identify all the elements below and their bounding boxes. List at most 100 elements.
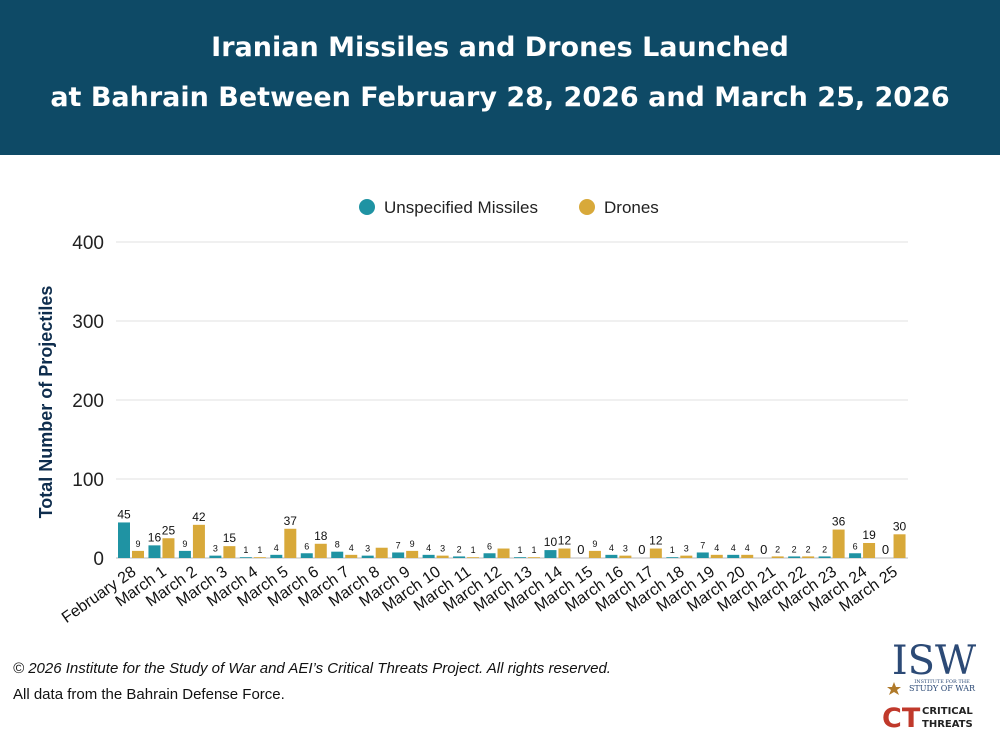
missile-data-label: 0 bbox=[760, 542, 767, 557]
drone-data-label: 1 bbox=[471, 545, 476, 555]
ct-logo-text-1: CRITICAL bbox=[922, 706, 973, 717]
missile-bar bbox=[300, 553, 313, 558]
missile-bar bbox=[422, 554, 435, 558]
missile-bar bbox=[818, 556, 831, 558]
missile-bar bbox=[270, 554, 283, 558]
drone-data-label: 15 bbox=[223, 531, 237, 545]
drone-bar bbox=[132, 550, 144, 558]
missile-bar bbox=[148, 545, 161, 558]
legend-label-missiles: Unspecified Missiles bbox=[384, 198, 538, 217]
missile-bar bbox=[483, 553, 496, 558]
drone-data-label: 36 bbox=[832, 515, 846, 529]
drone-bar bbox=[863, 542, 876, 558]
missile-bar bbox=[361, 555, 374, 558]
missile-bar bbox=[666, 557, 679, 558]
missile-bar bbox=[788, 556, 801, 558]
data-source-note: All data from the Bahrain Defense Force. bbox=[13, 686, 285, 703]
drone-bar bbox=[802, 556, 815, 558]
missile-data-label: 0 bbox=[638, 542, 645, 557]
drone-data-label: 4 bbox=[745, 543, 750, 553]
missile-bar bbox=[178, 550, 191, 558]
drone-bar bbox=[162, 538, 175, 558]
missile-data-label: 4 bbox=[274, 543, 279, 553]
chart-title-line-2: at Bahrain Between February 28, 2026 and… bbox=[50, 82, 950, 113]
drone-bar bbox=[558, 548, 571, 558]
y-tick-label: 400 bbox=[72, 233, 104, 254]
drone-bar bbox=[528, 557, 540, 558]
missile-data-label: 7 bbox=[700, 540, 705, 550]
y-tick-label: 100 bbox=[72, 470, 104, 491]
missile-data-label: 6 bbox=[304, 541, 309, 551]
drone-bar bbox=[467, 557, 480, 558]
y-axis-label: Total Number of Projectiles bbox=[36, 286, 56, 519]
drone-bar bbox=[832, 529, 845, 558]
drone-bar bbox=[314, 543, 327, 558]
missile-data-label: 8 bbox=[335, 540, 340, 550]
missile-data-label: 16 bbox=[148, 530, 162, 544]
drone-bar bbox=[406, 550, 419, 558]
drone-data-label: 9 bbox=[135, 539, 140, 549]
title-banner: Iranian Missiles and Drones Launched at … bbox=[0, 0, 1000, 155]
missile-data-label: 1 bbox=[517, 545, 522, 555]
drone-bar bbox=[253, 557, 266, 558]
missile-bar bbox=[209, 555, 222, 558]
missile-bar bbox=[239, 557, 252, 558]
drone-data-label: 9 bbox=[592, 539, 597, 549]
missile-bar bbox=[544, 550, 557, 558]
drone-data-label: 42 bbox=[192, 510, 206, 524]
drone-bar bbox=[680, 555, 693, 558]
drone-bar bbox=[345, 554, 358, 558]
missile-bar bbox=[453, 556, 466, 558]
missile-data-label: 6 bbox=[853, 541, 858, 551]
isw-logo-letters: ISW bbox=[892, 638, 976, 684]
drone-bar bbox=[771, 556, 784, 558]
drone-data-label: 12 bbox=[649, 534, 663, 548]
missile-data-label: 4 bbox=[609, 543, 614, 553]
drone-data-label: 1 bbox=[531, 545, 536, 555]
drone-data-label: 4 bbox=[349, 543, 354, 553]
drone-data-label: 3 bbox=[684, 544, 689, 554]
drone-data-label: 12 bbox=[558, 534, 572, 548]
drone-data-label: 25 bbox=[162, 523, 176, 537]
drone-data-label: 3 bbox=[623, 544, 628, 554]
missile-bar bbox=[514, 557, 526, 558]
missile-data-label: 0 bbox=[577, 542, 584, 557]
isw-logo-sub1: INSTITUTE FOR THE bbox=[914, 679, 970, 685]
missile-data-label: 6 bbox=[487, 541, 492, 551]
drone-data-label: 2 bbox=[806, 544, 811, 554]
isw-logo: ISW INSTITUTE FOR THE STUDY OF WAR bbox=[887, 638, 976, 695]
missile-data-label: 1 bbox=[243, 545, 248, 555]
legend-swatch-missiles bbox=[359, 199, 375, 215]
drone-data-label: 19 bbox=[862, 528, 876, 542]
drone-bar bbox=[436, 555, 449, 558]
missile-bar bbox=[331, 551, 344, 558]
chart-title-line-1: Iranian Missiles and Drones Launched bbox=[211, 32, 789, 63]
drone-bar bbox=[497, 548, 510, 558]
missile-data-label: 7 bbox=[396, 540, 401, 550]
isw-star-icon bbox=[887, 682, 901, 695]
drone-bar bbox=[710, 554, 723, 558]
missile-data-label: 1 bbox=[670, 545, 675, 555]
drone-data-label: 30 bbox=[893, 519, 907, 533]
missile-data-label: 3 bbox=[365, 544, 370, 554]
drone-data-label: 2 bbox=[775, 544, 780, 554]
missile-data-label: 4 bbox=[731, 543, 736, 553]
drone-bar bbox=[649, 548, 662, 558]
missile-data-label: 4 bbox=[426, 543, 431, 553]
copyright-notice: © 2026 Institute for the Study of War an… bbox=[13, 660, 611, 677]
missile-data-label: 3 bbox=[213, 544, 218, 554]
isw-logo-sub2: STUDY OF WAR bbox=[909, 684, 976, 693]
missile-data-label: 10 bbox=[544, 535, 558, 549]
drone-data-label: 3 bbox=[440, 544, 445, 554]
drone-data-label: 9 bbox=[410, 539, 415, 549]
legend-label-drones: Drones bbox=[604, 198, 659, 217]
ct-logo-letters: CT bbox=[882, 703, 921, 732]
legend-swatch-drones bbox=[579, 199, 595, 215]
drone-bar bbox=[741, 554, 754, 558]
drone-bar bbox=[192, 524, 205, 558]
drone-data-label: 4 bbox=[714, 543, 719, 553]
y-tick-label: 300 bbox=[72, 312, 104, 333]
drone-bar bbox=[619, 555, 632, 558]
missile-bar bbox=[392, 552, 405, 558]
